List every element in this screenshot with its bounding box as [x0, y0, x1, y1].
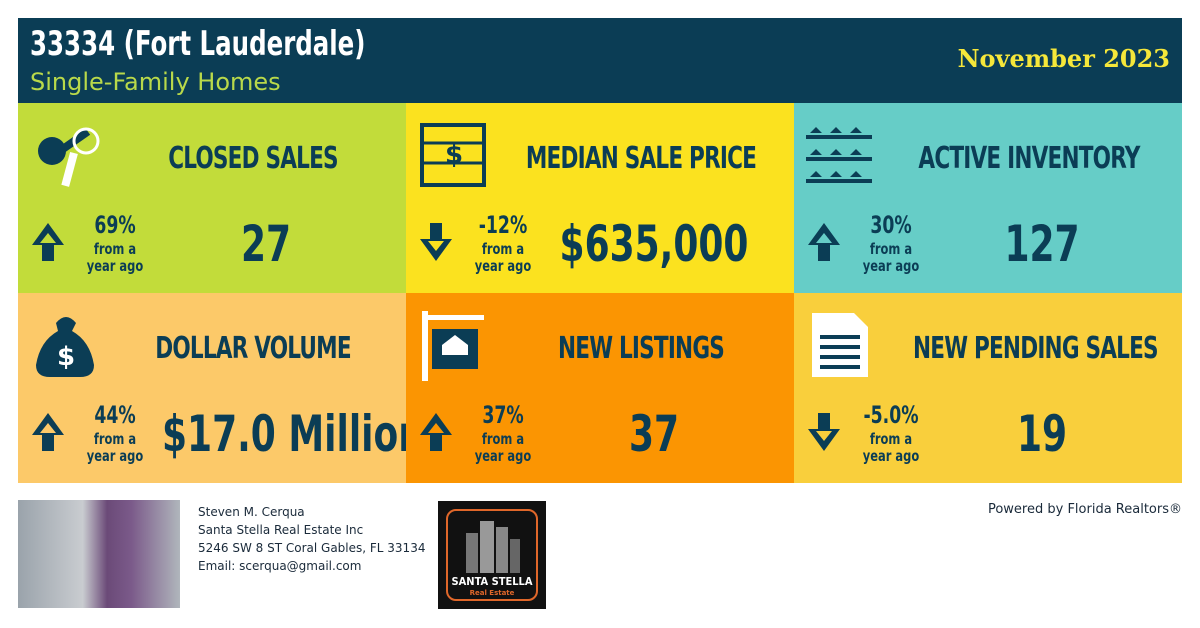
trend-arrow [32, 413, 64, 451]
subtitle: Single-Family Homes [30, 68, 281, 96]
value: 19 [1016, 405, 1068, 463]
value: $17.0 Million [162, 405, 424, 463]
tile-icon [812, 313, 868, 377]
change: -12% [478, 211, 528, 239]
svg-text:$: $ [57, 342, 75, 372]
agent-photo [18, 500, 180, 608]
trend-arrow [420, 413, 452, 451]
stat-tile: ACTIVE INVENTORY 30% from a year ago 127 [794, 103, 1182, 293]
logo-frame [446, 509, 538, 601]
tile-icon: $ [36, 317, 94, 377]
stat-tile: NEW LISTINGS 37% from a year ago 37 [406, 293, 794, 483]
change: 69% [94, 211, 136, 239]
change-note: from a [93, 240, 137, 258]
change-note: year ago [86, 257, 144, 275]
tile-icon [38, 127, 100, 187]
title: 33334 (Fort Lauderdale) [30, 24, 366, 64]
agent-line: 5246 SW 8 ST Coral Gables, FL 33134 [198, 541, 426, 555]
value: $635,000 [559, 215, 749, 273]
stat-tile: $ DOLLAR VOLUME 44% from a year ago $17.0 Mil… [18, 293, 424, 483]
trend-arrow [420, 223, 452, 261]
change-note: from a [869, 240, 913, 258]
value: 37 [628, 405, 680, 463]
stat-tile: CLOSED SALES 69% from a year ago 27 [18, 103, 406, 293]
header: 33334 (Fort Lauderdale) Single-Family Ho… [18, 18, 1182, 103]
tile-title: ACTIVE INVENTORY [918, 141, 1140, 176]
trend-arrow [808, 223, 840, 261]
tile-icon: $ [420, 123, 486, 187]
agent-info: Steven M. Cerqua Santa Stella Real Estate… [198, 503, 425, 575]
tile-title: CLOSED SALES [168, 141, 338, 176]
change-note: year ago [862, 257, 920, 275]
change-note: year ago [474, 257, 532, 275]
change: -5.0% [863, 401, 919, 429]
value: 127 [1004, 215, 1080, 273]
logo-sub: Real Estate [469, 589, 515, 597]
change-note: year ago [862, 447, 920, 465]
change: 30% [870, 211, 912, 239]
agent-line: Santa Stella Real Estate Inc [198, 523, 364, 537]
stat-tile: NEW PENDING SALES -5.0% from a year ago 19 [794, 293, 1182, 483]
change-note: year ago [474, 447, 532, 465]
tile-title: DOLLAR VOLUME [155, 331, 351, 366]
change-note: from a [93, 430, 137, 448]
logo-name: SANTA STELLA [451, 575, 533, 588]
agent-line: Email: scerqua@gmail.com [198, 559, 362, 573]
value: 27 [240, 215, 292, 273]
change-note: year ago [86, 447, 144, 465]
change: 37% [482, 401, 524, 429]
tile-icon [422, 311, 484, 381]
logo-buildings [466, 521, 520, 573]
logo: SANTA STELLA Real Estate [438, 501, 546, 609]
stat-tile: $ MEDIAN SALE PRICE -12% from a year ago $635… [406, 103, 794, 293]
trend-arrow [808, 413, 840, 451]
tile-icon [806, 127, 872, 183]
change-note: from a [869, 430, 913, 448]
trend-arrow [32, 223, 64, 261]
agent-line: Steven M. Cerqua [198, 505, 305, 519]
tile-title: NEW LISTINGS [558, 331, 725, 366]
change-note: from a [481, 240, 525, 258]
svg-text:$: $ [445, 140, 463, 170]
powered-by: Powered by Florida Realtors® [987, 502, 1182, 517]
tile-title: NEW PENDING SALES [913, 331, 1159, 366]
tile-title: MEDIAN SALE PRICE [525, 141, 757, 176]
period: November 2023 [957, 44, 1170, 73]
change-note: from a [481, 430, 525, 448]
change: 44% [94, 401, 136, 429]
